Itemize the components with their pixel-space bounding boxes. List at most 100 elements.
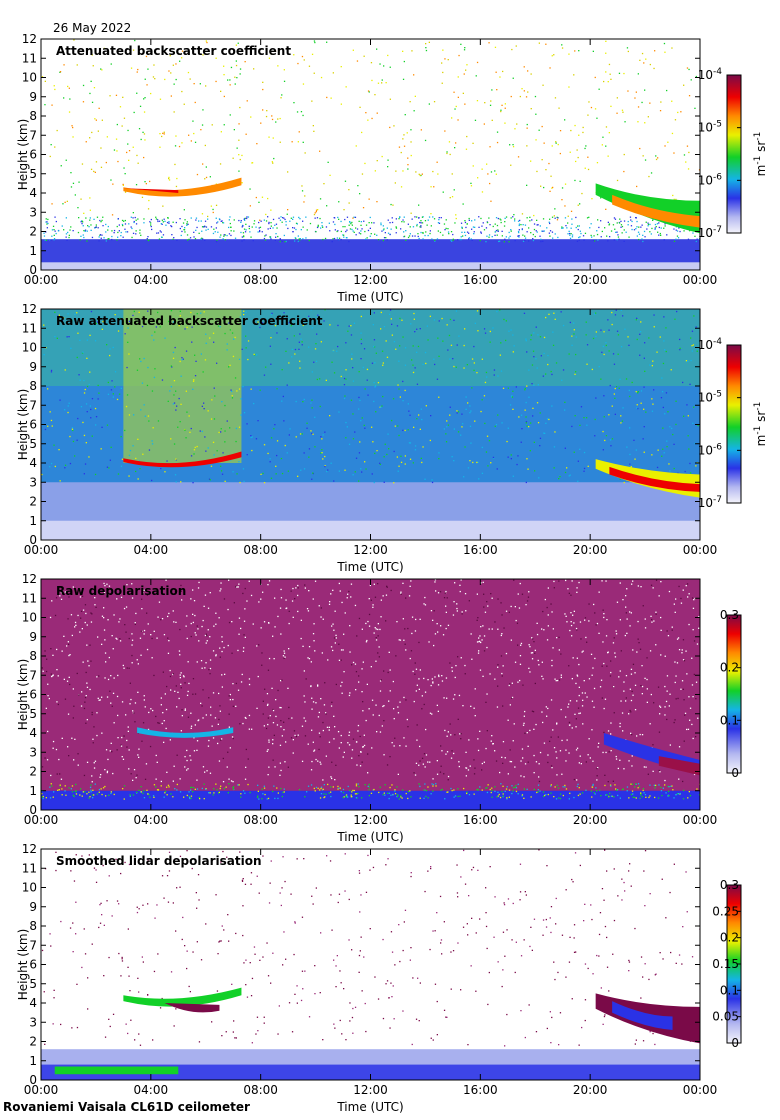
y-tick-label: 3 [29,745,37,759]
y-tick-label: 1 [29,784,37,798]
y-tick-label: 7 [29,128,37,142]
x-tick-label: 20:00 [573,1083,608,1097]
y-tick-label: 6 [29,148,37,162]
x-tick-label: 00:00 [683,543,718,557]
x-tick-label: 08:00 [243,543,278,557]
colorbar-tick-label: 0.25 [712,904,739,918]
y-tick-label: 9 [29,90,37,104]
y-tick-label: 8 [29,109,37,123]
colorbar [726,74,742,234]
y-tick-label: 2 [29,225,37,239]
colorbar-tick-label: 10-7 [698,495,722,510]
colorbar-unit-label: m-1 sr-1 [753,132,773,177]
colorbar-tick-label: 10-4 [698,337,723,352]
y-tick-label: 5 [29,437,37,451]
y-tick-label: 10 [22,611,37,625]
date-label: 26 May 2022 [53,21,132,35]
x-axis-label: Time (UTC) [336,1100,403,1114]
x-tick-label: 12:00 [353,543,388,557]
y-tick-label: 2 [29,1035,37,1049]
y-tick-label: 1 [29,514,37,528]
chart-panel-1: Attenuated backscatter coefficient012345… [16,32,773,304]
y-axis-label: Height (km) [16,389,30,460]
x-tick-label: 16:00 [463,1083,498,1097]
x-tick-label: 04:00 [134,1083,169,1097]
data-field [41,39,700,270]
x-axis-label: Time (UTC) [336,560,403,574]
x-tick-label: 04:00 [134,273,169,287]
colorbar-tick-label: 10-7 [698,225,722,240]
colorbar-tick-label: 0 [731,766,739,780]
colorbar-tick-label: 10-5 [698,390,722,405]
x-tick-label: 16:00 [463,543,498,557]
y-tick-label: 4 [29,186,37,200]
colorbar [726,344,742,504]
x-tick-label: 20:00 [573,543,608,557]
colorbar-tick-label: 0.2 [720,661,739,675]
y-tick-label: 10 [22,341,37,355]
y-tick-label: 8 [29,919,37,933]
x-tick-label: 00:00 [24,813,59,827]
y-tick-label: 5 [29,707,37,721]
y-tick-label: 4 [29,996,37,1010]
y-tick-label: 5 [29,167,37,181]
colorbar-tick-label: 0.15 [712,957,739,971]
y-tick-label: 1 [29,244,37,258]
x-tick-label: 00:00 [683,813,718,827]
y-tick-label: 0 [29,1073,37,1087]
y-tick-label: 9 [29,630,37,644]
data-field [41,849,700,1080]
y-tick-label: 12 [22,572,37,586]
y-tick-label: 9 [29,900,37,914]
y-tick-label: 3 [29,205,37,219]
y-tick-label: 11 [22,321,37,335]
plot-title: Smoothed lidar depolarisation [56,854,262,868]
x-tick-label: 16:00 [463,273,498,287]
y-tick-label: 1 [29,1054,37,1068]
x-tick-label: 16:00 [463,813,498,827]
x-tick-label: 00:00 [24,1083,59,1097]
x-tick-label: 00:00 [683,1083,718,1097]
y-tick-label: 7 [29,398,37,412]
colorbar-tick-label: 0 [731,1036,739,1050]
y-axis-label: Height (km) [16,929,30,1000]
y-tick-label: 4 [29,726,37,740]
y-tick-label: 11 [22,861,37,875]
colorbar-tick-label: 0.2 [720,931,739,945]
x-tick-label: 04:00 [134,813,169,827]
y-tick-label: 9 [29,360,37,374]
colorbar [726,614,742,774]
x-tick-label: 20:00 [573,813,608,827]
y-axis-label: Height (km) [16,659,30,730]
x-tick-label: 00:00 [683,273,718,287]
plot-title: Attenuated backscatter coefficient [56,44,291,58]
y-tick-label: 0 [29,803,37,817]
x-tick-label: 20:00 [573,273,608,287]
y-tick-label: 8 [29,379,37,393]
y-tick-label: 2 [29,495,37,509]
site-instrument-label: Rovaniemi Vaisala CL61D ceilometer [3,1100,250,1114]
chart-panel-4: Smoothed lidar depolarisation01234567891… [16,842,742,1114]
x-tick-label: 04:00 [134,543,169,557]
plot-frame [40,38,701,271]
colorbar-tick-label: 10-4 [698,67,723,82]
y-tick-label: 5 [29,977,37,991]
colorbar-tick-label: 0.1 [720,713,739,727]
y-tick-label: 2 [29,765,37,779]
y-tick-label: 12 [22,842,37,856]
plot-title: Raw depolarisation [56,584,186,598]
colorbar-unit-label: m-1 sr-1 [753,402,773,447]
x-tick-label: 12:00 [353,273,388,287]
y-tick-label: 11 [22,591,37,605]
chart-panel-2: Raw attenuated backscatter coefficient 0 1… [16,302,773,574]
y-tick-label: 7 [29,938,37,952]
x-tick-label: 00:00 [24,273,59,287]
y-tick-label: 4 [29,456,37,470]
y-tick-label: 3 [29,475,37,489]
data-field [41,579,700,810]
y-tick-label: 12 [22,32,37,46]
colorbar-tick-label: 0.05 [712,1010,739,1024]
y-tick-label: 8 [29,649,37,663]
plot-title: Raw attenuated backscatter coefficient [56,314,323,328]
